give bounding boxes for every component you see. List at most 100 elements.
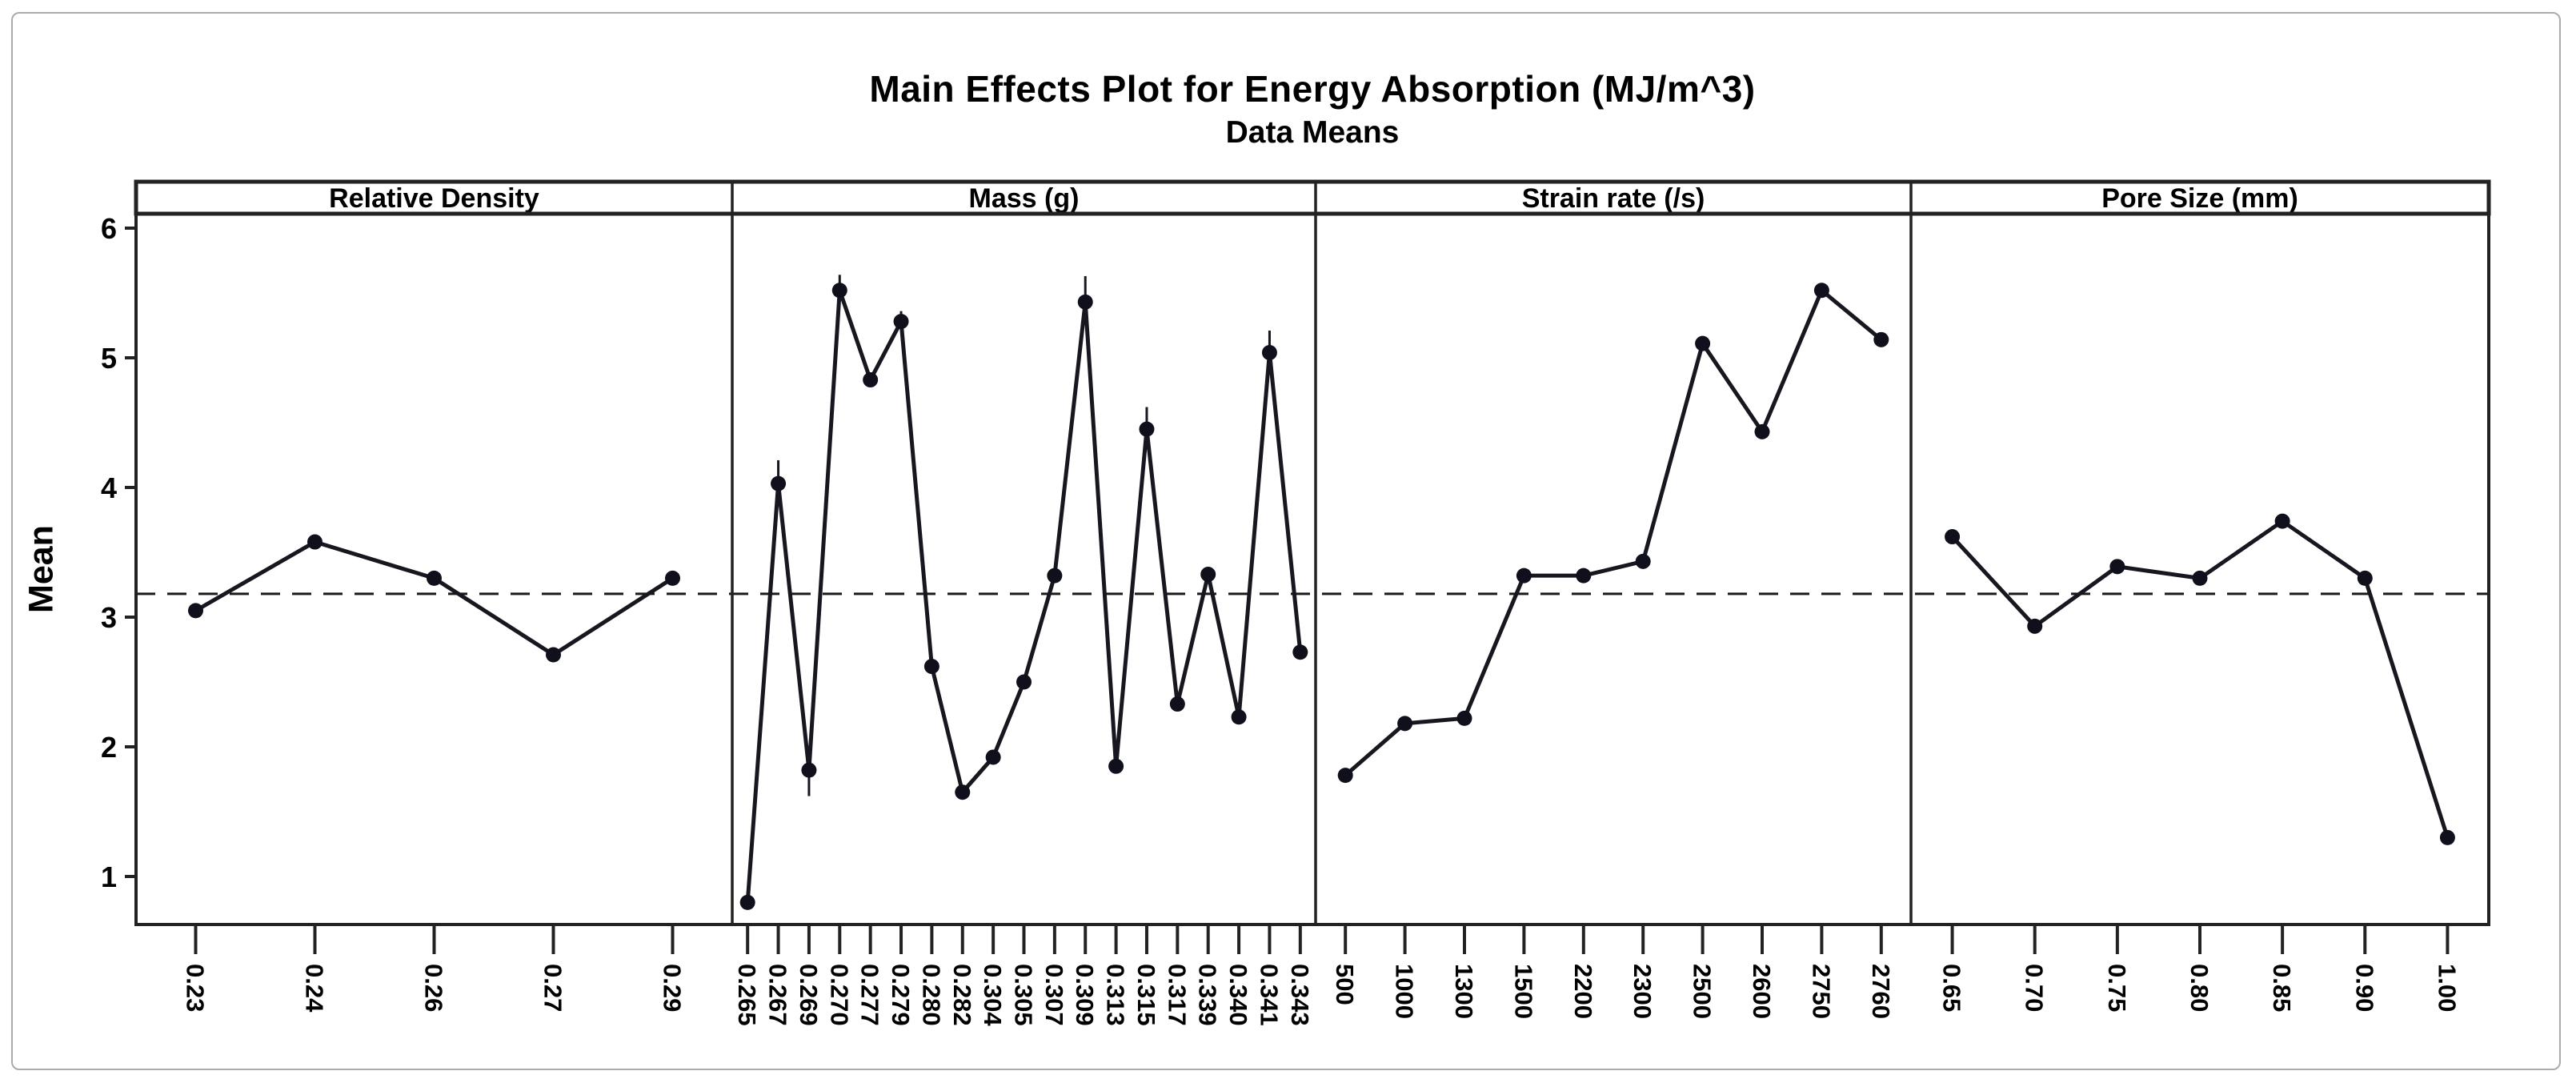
x-tick-label: 0.24 [301,964,329,1013]
data-point [1261,345,1277,361]
y-tick-label: 1 [101,860,117,893]
x-tick-label: 0.65 [1938,964,1966,1012]
x-tick-label: 0.341 [1255,964,1283,1026]
data-point [923,659,939,675]
x-tick-label: 0.269 [795,964,823,1026]
data-point [2357,570,2373,586]
x-tick-label: 0.85 [2268,964,2296,1012]
series-line [745,288,1303,905]
x-tick-label: 0.280 [917,964,945,1026]
x-tick-label: 1000 [1391,964,1419,1019]
x-tick-label: 0.282 [948,964,976,1026]
data-point [1945,529,1961,545]
data-point [893,314,909,330]
data-point [2274,513,2290,529]
panel-header-relative-density: Relative Density [329,183,539,214]
x-tick-label: 0.29 [659,964,687,1012]
data-point [2027,618,2043,634]
data-point [665,570,680,586]
data-point [831,283,847,299]
chart-subtitle: Data Means [1225,115,1400,150]
data-point [1169,696,1185,712]
data-point [1016,674,1032,690]
x-tick-label: 0.305 [1010,964,1038,1026]
y-tick-label: 4 [101,471,117,504]
data-point [1047,568,1063,584]
x-tick-label: 0.304 [979,964,1007,1026]
x-tick-label: 0.26 [420,964,448,1012]
x-tick-label: 1300 [1450,964,1478,1019]
panel-header-pore-size: Pore Size (mm) [2101,183,2298,214]
x-tick-label: 2200 [1569,964,1597,1019]
y-tick-label: 3 [101,601,117,634]
panel-series-relative-density: 0.23 0.24 0.26 0.27 0.29 [182,534,687,1013]
x-tick-label: 0.90 [2350,964,2378,1012]
panel-header-band-border [134,179,2491,216]
data-point [801,762,817,778]
panel-header-strain-rate: Strain rate (/s) [1521,183,1705,214]
data-point [1200,567,1216,583]
data-point [427,570,442,586]
x-tick-label: 0.339 [1194,964,1222,1026]
panel-header-mass: Mass (g) [968,183,1080,214]
data-point [2439,829,2455,845]
x-tick-label: 0.315 [1132,964,1160,1026]
data-point [1754,423,1770,439]
y-tick-label: 6 [101,212,117,245]
data-point [1292,644,1308,660]
data-point [1139,421,1155,437]
panel-series-strain-rate-s: 500 1000 1300 1500 2200 2300 2500 2600 2750 2760 [1331,283,1895,1019]
y-tick-label: 5 [101,342,117,375]
data-point [1635,553,1651,569]
data-point [1576,568,1592,584]
data-point [2192,570,2208,586]
x-tick-label: 0.267 [764,964,792,1026]
series-line [1950,519,2450,840]
series-line [194,539,675,657]
x-tick-label: 500 [1331,964,1359,1005]
x-tick-label: 0.317 [1163,964,1191,1026]
data-point [1516,568,1532,584]
data-point [955,784,971,800]
x-tick-label: 0.27 [539,964,567,1012]
data-point [307,534,323,550]
x-tick-label: 0.309 [1071,964,1099,1026]
x-tick-label: 0.343 [1286,964,1314,1026]
data-point [1077,294,1093,310]
data-point [1231,709,1247,725]
x-tick-label: 0.80 [2185,964,2213,1012]
data-point [1337,768,1353,784]
x-tick-label: 0.307 [1040,964,1068,1026]
data-point [1695,335,1711,351]
x-tick-label: 0.277 [856,964,884,1026]
x-tick-label: 0.279 [887,964,915,1026]
x-tick-label: 2750 [1807,964,1835,1019]
panel-series-pore-size-mm: 0.65 0.70 0.75 0.80 0.85 0.90 1.00 [1938,513,2461,1012]
y-tick-label: 2 [101,731,117,764]
data-point [1456,710,1472,726]
data-point [985,749,1001,765]
x-tick-label: 2600 [1748,964,1776,1019]
panel-series-mass-g: 0.265 0.267 0.269 0.270 0.277 0.279 0.280 0.282… [733,275,1314,1026]
data-point [1873,331,1889,347]
x-tick-label: 1500 [1509,964,1537,1019]
plot-area-border [134,212,2490,926]
data-point [546,647,561,663]
x-tick-label: 0.340 [1224,964,1252,1026]
chart-title: Main Effects Plot for Energy Absorption … [869,68,1756,110]
plot-outer-frame [11,12,2561,1070]
data-point [2109,559,2125,575]
x-tick-label: 0.75 [2103,964,2131,1012]
x-tick-label: 0.270 [825,964,853,1026]
x-tick-label: 2300 [1629,964,1657,1019]
data-point [1813,283,1829,299]
x-tick-label: 1.00 [2433,964,2461,1012]
data-point [188,603,203,619]
data-point [1397,716,1413,732]
x-tick-label: 0.313 [1102,964,1130,1026]
x-tick-label: 2760 [1867,964,1895,1019]
x-tick-label: 0.70 [2021,964,2049,1012]
data-point [739,894,755,910]
